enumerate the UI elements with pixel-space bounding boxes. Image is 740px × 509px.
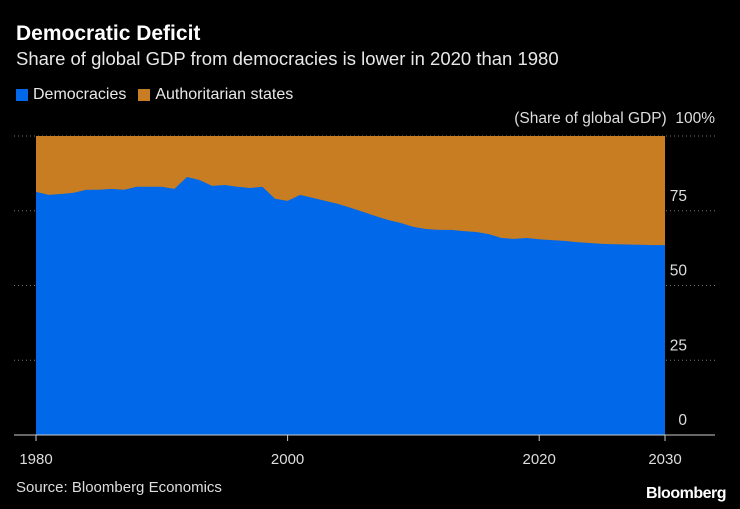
y-tick-label-25: 25	[670, 337, 687, 354]
chart-title: Democratic Deficit	[16, 22, 201, 45]
x-tick-label-2000: 2000	[271, 451, 304, 468]
y-tick-label-75: 75	[670, 188, 687, 205]
source-note: Source: Bloomberg Economics	[16, 479, 222, 496]
y-tick-label-0: 0	[678, 412, 687, 429]
x-tick-label-2030: 2030	[648, 451, 681, 468]
x-tick-label-1980: 1980	[19, 451, 52, 468]
y-tick-label-100: 100%	[675, 110, 715, 127]
y-tick-label-50: 50	[670, 263, 688, 280]
y-axis-unit-label: (Share of global GDP) 100%	[514, 110, 715, 128]
unit-text: (Share of global GDP)	[514, 110, 667, 127]
bloomberg-logo: Bloomberg	[646, 485, 726, 502]
legend-item-authoritarian: Authoritarian states	[138, 86, 293, 104]
legend-label: Democracies	[33, 86, 127, 103]
legend-item-democracies: Democracies	[16, 86, 126, 104]
legend-label: Authoritarian states	[155, 86, 294, 103]
legend-swatch-authoritarian	[138, 89, 151, 101]
legend: Democracies Authoritarian states	[16, 86, 293, 104]
area-democracies	[36, 177, 665, 435]
x-tick-label-2020: 2020	[523, 451, 556, 468]
legend-swatch-democracies	[16, 89, 28, 101]
chart-subtitle: Share of global GDP from democracies is …	[16, 48, 559, 69]
